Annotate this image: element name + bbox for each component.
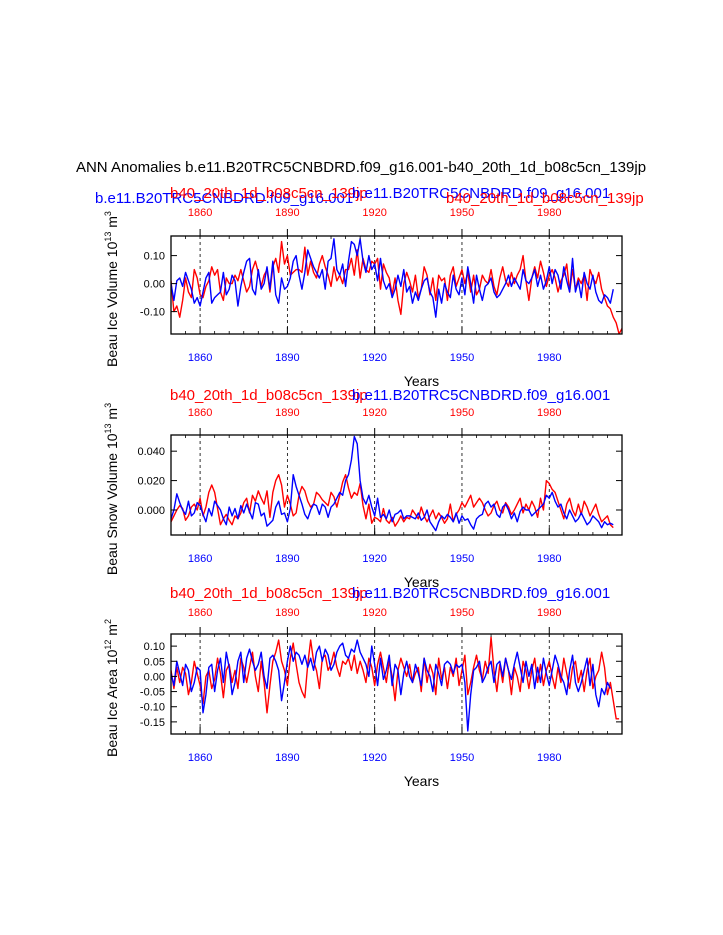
x-top-tick-label-1980: 1980 bbox=[537, 407, 561, 419]
panel-ice-volume: 1860 1860 1890 1890 1920 1920 1950 1950 1980 1980… bbox=[95, 185, 644, 389]
series-line-red bbox=[171, 240, 622, 334]
x-tick-label-1980: 1980 bbox=[537, 352, 561, 364]
y-axis-title-part: 2 bbox=[103, 619, 113, 624]
y-tick-label: 0.10 bbox=[144, 641, 165, 653]
x-tick-label-1860: 1860 bbox=[188, 752, 212, 764]
panel-snow-volume: 1860 1860 1890 1890 1920 1920 1950 1950 1980 1980… bbox=[103, 387, 623, 590]
y-axis-title-part: m bbox=[104, 216, 120, 232]
y-tick-label: -0.05 bbox=[140, 687, 165, 699]
x-top-tick-label-1920: 1920 bbox=[362, 607, 386, 619]
y-axis-title-part: Beau Ice Volume 10 bbox=[104, 241, 120, 367]
y-axis-title-part: Beau Ice Area 10 bbox=[104, 649, 120, 757]
series-line-red bbox=[171, 474, 614, 529]
x-axis-title: Years bbox=[404, 574, 439, 590]
y-axis-title: Beau Snow Volume 1013 m3 bbox=[103, 403, 120, 575]
y-axis-title: Beau Ice Volume 1013 m3 bbox=[103, 211, 120, 367]
x-tick-label-1950: 1950 bbox=[450, 553, 474, 565]
x-top-tick-label-1980: 1980 bbox=[537, 607, 561, 619]
header-mid-blue: b.e11.B20TRC5CNBDRD.f09_g16.001 bbox=[352, 585, 610, 602]
x-top-tick-label-1950: 1950 bbox=[450, 607, 474, 619]
x-tick-label-1980: 1980 bbox=[537, 752, 561, 764]
header-mid-blue: b.e11.B20TRC5CNBDRD.f09_g16.001 bbox=[352, 387, 610, 404]
x-tick-label-1890: 1890 bbox=[275, 752, 299, 764]
y-axis-title-part: 3 bbox=[103, 211, 113, 216]
y-tick-label: -0.15 bbox=[140, 717, 165, 729]
header-mid-red: b40_20th_1d_b08c5cn_139jp bbox=[170, 185, 368, 202]
x-top-tick-label-1950: 1950 bbox=[450, 407, 474, 419]
x-tick-label-1980: 1980 bbox=[537, 553, 561, 565]
x-tick-label-1950: 1950 bbox=[450, 352, 474, 364]
header-mid-blue: b.e11.B20TRC5CNBDRD.f09_g16.001 bbox=[352, 185, 610, 202]
y-tick-label: 0.00 bbox=[144, 671, 165, 683]
y-tick-label: 0.00 bbox=[144, 279, 165, 291]
y-axis-title-part: 13 bbox=[103, 423, 113, 433]
x-tick-label-1860: 1860 bbox=[188, 553, 212, 565]
y-tick-label: 0.10 bbox=[144, 251, 165, 263]
x-tick-label-1890: 1890 bbox=[275, 352, 299, 364]
x-tick-label-1920: 1920 bbox=[362, 352, 386, 364]
panel-ice-area: 1860 1860 1890 1890 1920 1920 1950 1950 1980 1980… bbox=[103, 585, 623, 789]
x-tick-label-1890: 1890 bbox=[275, 553, 299, 565]
x-top-tick-label-1890: 1890 bbox=[275, 407, 299, 419]
header-mid-red: b40_20th_1d_b08c5cn_139jp bbox=[170, 585, 368, 602]
x-top-tick-label-1890: 1890 bbox=[275, 207, 299, 219]
x-tick-label-1860: 1860 bbox=[188, 352, 212, 364]
plot-frame bbox=[170, 633, 623, 735]
y-axis-title-part: 13 bbox=[103, 232, 113, 242]
y-axis-title-part: Beau Snow Volume 10 bbox=[104, 433, 120, 575]
y-axis-title: Beau Ice Area 1012 m2 bbox=[103, 619, 120, 757]
series-line-red bbox=[171, 636, 620, 720]
x-top-tick-label-1860: 1860 bbox=[188, 207, 212, 219]
x-top-tick-label-1890: 1890 bbox=[275, 607, 299, 619]
x-top-tick-label-1920: 1920 bbox=[362, 207, 386, 219]
y-tick-label: 0.040 bbox=[137, 446, 165, 458]
x-top-tick-label-1860: 1860 bbox=[188, 607, 212, 619]
y-axis-title-part: m bbox=[104, 408, 120, 424]
x-axis-title: Years bbox=[404, 373, 439, 389]
x-tick-label-1950: 1950 bbox=[450, 752, 474, 764]
plot-frame bbox=[170, 235, 623, 335]
figure-title: ANN Anomalies b.e11.B20TRC5CNBDRD.f09_g1… bbox=[76, 159, 646, 176]
y-tick-label: 0.05 bbox=[144, 656, 165, 668]
series-line-blue bbox=[171, 639, 611, 732]
y-axis-title-part: m bbox=[104, 624, 120, 640]
y-axis-title-part: 3 bbox=[103, 403, 113, 408]
plot-frame bbox=[170, 434, 623, 536]
x-axis-title: Years bbox=[404, 773, 439, 789]
y-tick-label: 0.000 bbox=[137, 505, 165, 517]
x-top-tick-label-1980: 1980 bbox=[537, 207, 561, 219]
y-tick-label: -0.10 bbox=[140, 307, 165, 319]
header-left: b.e11.B20TRC5CNBDRD.f09_g16.001 bbox=[95, 190, 353, 207]
header-right: b40_20th_1d_b08c5cn_139jp bbox=[446, 190, 644, 207]
series-line-blue bbox=[171, 435, 614, 532]
x-tick-label-1920: 1920 bbox=[362, 553, 386, 565]
x-top-tick-label-1920: 1920 bbox=[362, 407, 386, 419]
y-tick-label: -0.10 bbox=[140, 702, 165, 714]
x-top-tick-label-1860: 1860 bbox=[188, 407, 212, 419]
y-axis-title-part: 12 bbox=[103, 640, 113, 650]
x-top-tick-label-1950: 1950 bbox=[450, 207, 474, 219]
header-mid-red: b40_20th_1d_b08c5cn_139jp bbox=[170, 387, 368, 404]
x-tick-label-1920: 1920 bbox=[362, 752, 386, 764]
series-line-blue bbox=[171, 238, 614, 318]
y-tick-label: 0.020 bbox=[137, 476, 165, 488]
